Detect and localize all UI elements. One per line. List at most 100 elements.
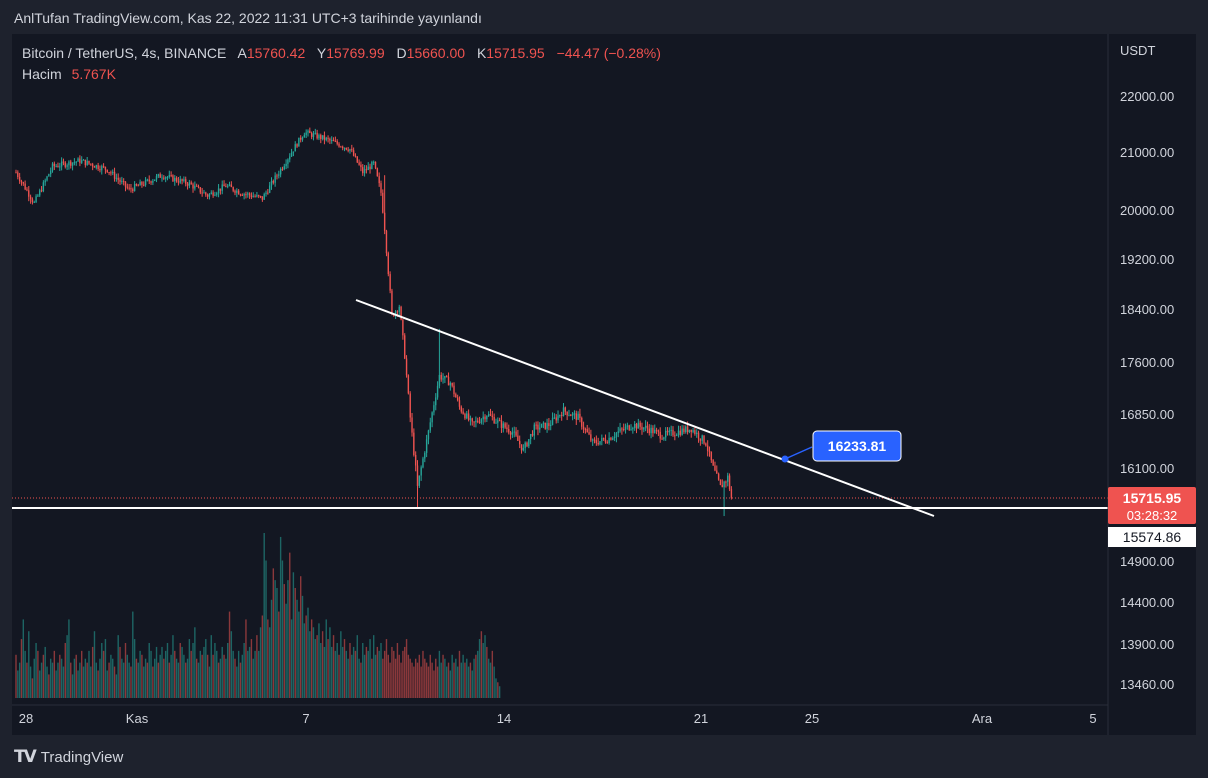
candle-body [562, 407, 565, 417]
candle-body [119, 179, 121, 182]
volume-bar [130, 666, 132, 698]
candle-body [677, 430, 680, 436]
candle-body [511, 432, 514, 435]
candle-body [323, 135, 326, 140]
volume-bar [400, 662, 402, 698]
candle-body [312, 133, 315, 137]
volume-bar [301, 595, 304, 698]
volume-bar [495, 678, 497, 698]
candle-body [588, 432, 590, 435]
volume-bar [258, 650, 260, 698]
candle-body [252, 196, 254, 198]
candle-body [418, 475, 421, 486]
candle-body [336, 141, 338, 144]
volume-bar [477, 650, 479, 698]
candle-body [455, 394, 457, 398]
volume-bar [188, 639, 191, 698]
candle-body [276, 175, 278, 177]
candle-body [383, 212, 386, 231]
volume-bar [201, 654, 203, 698]
volume-bar [146, 662, 149, 698]
candle-body [717, 473, 720, 480]
tradingview-footer[interactable]: TV TradingView [14, 747, 123, 767]
volume-bar [268, 627, 271, 698]
candle-body [548, 423, 550, 426]
volume-bar [345, 650, 348, 698]
candle-body [194, 185, 196, 189]
symbol-name: Bitcoin / TetherUS, 4s, BINANCE [22, 45, 226, 61]
callout-anchor-point[interactable] [781, 455, 789, 463]
candle-body [197, 186, 200, 188]
candle-body [590, 434, 592, 441]
candle-body [110, 172, 112, 174]
support-price-label: 15574.86 [1108, 527, 1196, 547]
candle-body [338, 143, 340, 147]
volume-bar [190, 650, 192, 698]
volume-bar [349, 643, 351, 698]
candle-body [24, 183, 26, 190]
open-value: 15760.42 [247, 45, 306, 61]
volume-bar [413, 666, 415, 698]
candle-body [161, 177, 163, 179]
candle-body [307, 130, 309, 133]
volume-bar [256, 635, 258, 698]
candle-body [526, 442, 528, 447]
candle-body [535, 424, 537, 426]
volume-bar [278, 611, 280, 698]
candle-body [217, 188, 220, 194]
candle-body [708, 450, 711, 452]
volume-bar [363, 654, 366, 698]
volume-bar [436, 666, 439, 698]
candle-body [175, 177, 178, 182]
volume-bar [101, 643, 103, 698]
price-chart[interactable]: 16233.81 USDT 22000.00 21000.00 20000.00 19… [12, 34, 1196, 735]
candle-body [675, 435, 678, 437]
candle-body [37, 195, 39, 197]
candle-body [195, 185, 198, 187]
candle-body [53, 163, 56, 167]
volume-bar [86, 662, 88, 698]
candle-body [73, 162, 76, 164]
candle-body [723, 481, 725, 488]
volume-bar [462, 654, 464, 698]
candle-body [212, 192, 214, 196]
candle-body [555, 417, 557, 421]
candle-body [104, 166, 107, 170]
volume-bar [33, 658, 35, 698]
candle-body [166, 176, 169, 178]
volume-bar [223, 654, 225, 698]
chart-panel[interactable]: 16233.81 USDT 22000.00 21000.00 20000.00 19… [12, 34, 1196, 735]
volume-bar [491, 650, 494, 698]
candle-body [71, 162, 74, 166]
candle-body [210, 192, 212, 195]
volume-bar [442, 654, 444, 698]
callout-box[interactable]: 16233.81 [812, 430, 902, 462]
volume-bar [68, 619, 70, 698]
candle-body [152, 180, 154, 183]
volume-bar [393, 650, 395, 698]
candle-body [464, 413, 466, 419]
candle-body [190, 182, 192, 185]
volume-bar [37, 650, 39, 698]
candle-body [685, 426, 687, 433]
volume-bar [422, 650, 424, 698]
candle-body [201, 192, 203, 194]
candle-body [325, 137, 327, 140]
volume-bar [234, 658, 236, 698]
candle-body [528, 439, 530, 447]
volume-bar [90, 666, 92, 698]
candle-body [208, 194, 211, 197]
price-tick-label: 20000.00 [1120, 203, 1174, 218]
candle-body [236, 190, 238, 193]
candle-body [633, 423, 636, 428]
candle-body [133, 184, 136, 191]
candle-body [422, 458, 424, 468]
volume-bar [466, 658, 468, 698]
descending-trendline[interactable] [355, 299, 935, 517]
candle-body [537, 424, 539, 430]
candle-body [345, 147, 348, 150]
candle-body [84, 159, 87, 166]
candle-body [582, 426, 585, 429]
volume-bar [20, 639, 23, 698]
candle-body [77, 158, 79, 162]
